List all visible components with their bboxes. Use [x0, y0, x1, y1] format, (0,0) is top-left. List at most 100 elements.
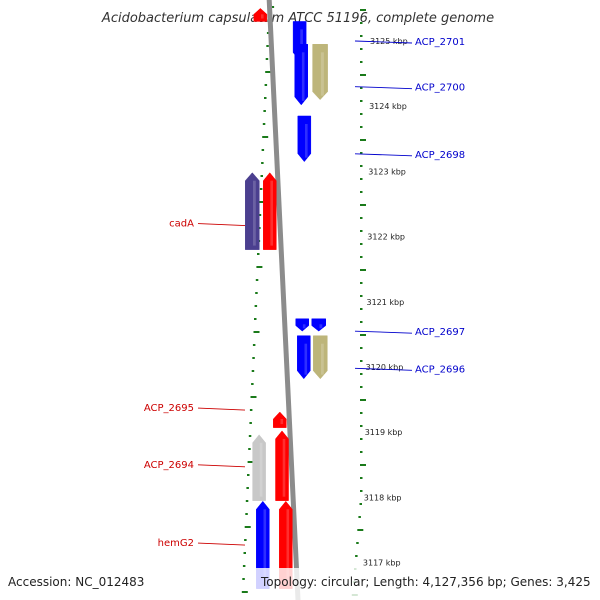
outer-tick — [360, 204, 366, 206]
gene-leader — [354, 40, 413, 44]
topology-label: Topology: circular; Length: 4,127,356 bp… — [260, 575, 591, 589]
gene-feature — [253, 8, 268, 22]
gene-feature — [312, 44, 328, 101]
inner-tick — [255, 292, 258, 294]
gene-leader — [354, 153, 413, 157]
outer-tick — [360, 100, 363, 102]
feature-track — [245, 8, 328, 589]
gene-feature-shine — [320, 52, 324, 96]
inner-tick — [241, 591, 248, 593]
gene-label: ACP_2701 — [415, 37, 465, 48]
gene-feature-shine — [305, 124, 308, 158]
scale-label: 3117 kbp — [363, 559, 401, 568]
gene-feature — [297, 115, 312, 163]
outer-tick — [360, 113, 363, 115]
inner-tick — [266, 45, 269, 47]
inner-tick — [256, 266, 263, 268]
inner-tick — [260, 175, 263, 177]
outer-tick — [360, 386, 363, 388]
gene-leader — [354, 86, 413, 90]
outer-tick — [357, 529, 364, 531]
outer-tick — [360, 425, 363, 427]
gene-label: cadA — [169, 219, 194, 230]
outer-tick — [360, 126, 363, 128]
outer-tick — [360, 464, 366, 466]
inner-tick — [252, 357, 255, 359]
outer-tick — [360, 165, 363, 167]
outer-tick — [360, 269, 366, 271]
accession-label: Accession: NC_012483 — [8, 575, 144, 589]
gene-feature-shine — [282, 438, 286, 497]
inner-tick — [261, 162, 264, 164]
outer-tick — [360, 321, 363, 323]
inner-tick — [248, 435, 252, 437]
outer-tick — [360, 22, 363, 24]
gene-feature-shine — [300, 29, 303, 57]
inner-tick — [248, 448, 251, 450]
scale-label: 3124 kbp — [369, 102, 407, 111]
inner-tick — [251, 383, 254, 385]
outer-tick — [360, 295, 363, 297]
outer-tick — [358, 516, 361, 518]
gene-feature-shine — [302, 324, 306, 329]
gene-leader — [197, 542, 246, 546]
inner-tick — [266, 32, 270, 34]
scale-label: 3119 kbp — [365, 428, 403, 437]
gene-label: ACP_2697 — [415, 327, 465, 338]
scale-label: 3118 kbp — [364, 493, 402, 502]
outer-tick — [360, 61, 363, 63]
gene-feature-shine — [270, 180, 273, 246]
gene-feature — [245, 172, 260, 250]
inner-tick — [251, 370, 255, 372]
inner-tick — [253, 331, 260, 333]
gene-feature — [311, 318, 327, 332]
outer-tick — [360, 490, 363, 492]
scale-label: 3123 kbp — [368, 167, 406, 176]
outer-tick — [356, 542, 359, 544]
outer-tick — [360, 477, 363, 479]
gene-feature — [273, 411, 287, 428]
outer-tick — [360, 373, 363, 375]
outer-tick — [360, 412, 363, 414]
gene-feature — [313, 335, 328, 380]
outer-tick — [360, 74, 366, 76]
gene-feature-shine — [280, 419, 284, 425]
gene-leader — [197, 464, 246, 468]
gene-label: ACP_2698 — [415, 150, 465, 161]
outer-tick — [360, 139, 366, 141]
gene-leader — [197, 223, 246, 227]
inner-tick — [259, 188, 263, 190]
inner-tick — [245, 500, 249, 502]
inner-tick — [255, 279, 259, 281]
outer-tick — [360, 399, 366, 401]
gene-leader — [354, 330, 413, 334]
outer-tick — [360, 451, 363, 453]
inner-tick — [259, 201, 266, 203]
outer-tick — [360, 243, 363, 245]
inner-tick — [244, 539, 247, 541]
gene-feature — [263, 172, 277, 250]
genome-axis — [266, 0, 301, 600]
scale-label: 3121 kbp — [367, 298, 405, 307]
outer-tick — [360, 282, 363, 284]
inner-tick — [243, 552, 246, 554]
inner-tick — [264, 84, 268, 86]
outer-tick — [360, 35, 363, 37]
inner-tick — [249, 422, 252, 424]
inner-tick — [254, 318, 257, 320]
outer-tick — [360, 334, 366, 336]
outer-tick — [360, 360, 363, 362]
gene-feature-shine — [321, 343, 324, 375]
inner-tick — [250, 396, 257, 398]
outer-tick — [360, 438, 363, 440]
inner-tick — [263, 110, 266, 112]
inner-tick — [254, 305, 258, 307]
gene-feature-shine — [263, 509, 267, 585]
outer-tick — [360, 191, 363, 193]
inner-tick — [265, 58, 269, 60]
gene-feature-shine — [301, 52, 305, 101]
inner-tick — [252, 344, 256, 346]
scale-label: 3125 kbp — [370, 37, 408, 46]
outer-tick — [360, 48, 363, 50]
inner-tick — [262, 123, 266, 125]
